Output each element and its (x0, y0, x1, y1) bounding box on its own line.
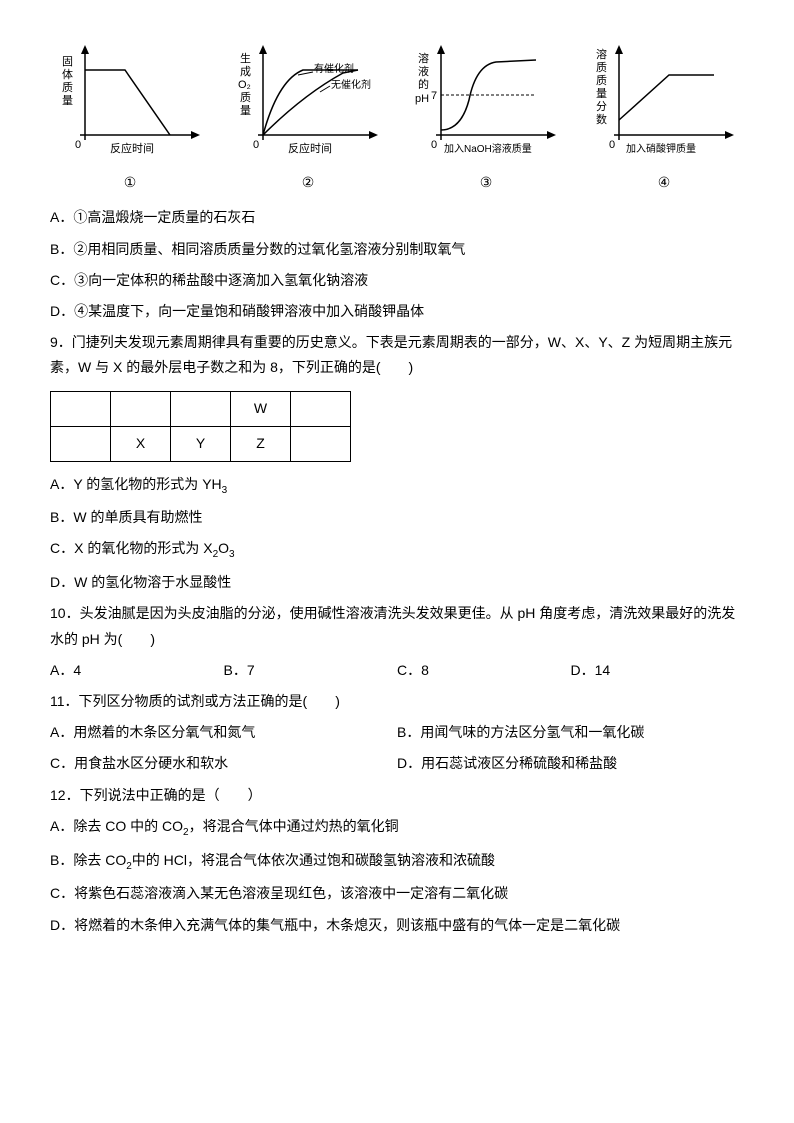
charts-row: 固 体 质 量 0 反应时间 ① 有催化剂 无催化剂 生 成 O₂ 质 量 0 (50, 40, 744, 195)
chart2-xlabel: 反应时间 (288, 141, 332, 155)
q10-options: A．4 B．7 C．8 D．14 (50, 658, 744, 683)
chart-4: 溶 质 质 量 分 数 0 加入硝酸钾质量 ④ (584, 40, 744, 195)
svg-text:分: 分 (596, 100, 607, 113)
q9-stem: 9．门捷列夫发现元素周期律具有重要的历史意义。下表是元素周期表的一部分，W、X、… (50, 330, 744, 380)
q10-optB: B．7 (224, 658, 398, 683)
q11-row2: C．用食盐水区分硬水和软水 D．用石蕊试液区分稀硫酸和稀盐酸 (50, 751, 744, 776)
svg-text:液: 液 (418, 64, 429, 78)
chart-1-svg: 固 体 质 量 0 反应时间 (50, 40, 210, 160)
chart-1: 固 体 质 量 0 反应时间 ① (50, 40, 210, 195)
svg-text:0: 0 (253, 139, 259, 151)
chart4-xlabel: 加入硝酸钾质量 (626, 142, 696, 155)
chart-3: 溶 液 的 pH 7 0 加入NaOH溶液质量 ③ (406, 40, 566, 195)
q10-stem: 10．头发油腻是因为头皮油脂的分泌，使用碱性溶液清洗头发效果更佳。从 pH 角度… (50, 601, 744, 651)
chart-2-num: ② (228, 170, 388, 195)
chart2-label1: 有催化剂 (314, 62, 354, 75)
chart-1-num: ① (50, 170, 210, 195)
chart-4-svg: 溶 质 质 量 分 数 0 加入硝酸钾质量 (584, 40, 744, 160)
chart1-xlabel: 反应时间 (110, 141, 154, 155)
q11-row1: A．用燃着的木条区分氧气和氮气 B．用闻气味的方法区分氢气和一氧化碳 (50, 720, 744, 745)
svg-text:的: 的 (418, 77, 429, 91)
svg-text:溶: 溶 (596, 47, 607, 61)
q12-optA: A．除去 CO 中的 CO2，将混合气体中通过灼热的氧化铜 (50, 814, 744, 842)
chart-4-num: ④ (584, 170, 744, 195)
svg-text:质: 质 (596, 61, 607, 74)
table-row: X Y Z (51, 426, 351, 461)
svg-text:量: 量 (62, 94, 73, 107)
q10-optA: A．4 (50, 658, 224, 683)
periodic-table: W X Y Z (50, 391, 351, 462)
q12-optC: C．将紫色石蕊溶液滴入某无色溶液呈现红色，该溶液中一定溶有二氧化碳 (50, 881, 744, 906)
q10-optC: C．8 (397, 658, 571, 683)
svg-text:溶: 溶 (418, 51, 429, 65)
chart3-tick: 7 (431, 90, 437, 102)
q8-optA: A．①高温煅烧一定质量的石灰石 (50, 205, 744, 230)
q9-optC: C．X 的氧化物的形式为 X2O3 (50, 536, 744, 564)
q12-stem: 12．下列说法中正确的是（ ） (50, 783, 744, 808)
chart-3-num: ③ (406, 170, 566, 195)
q10-optD: D．14 (571, 658, 745, 683)
chart-2: 有催化剂 无催化剂 生 成 O₂ 质 量 0 反应时间 ② (228, 40, 388, 195)
chart2-label2: 无催化剂 (331, 78, 371, 91)
svg-text:0: 0 (431, 139, 437, 151)
cell-Y: Y (171, 426, 231, 461)
chart-3-svg: 溶 液 的 pH 7 0 加入NaOH溶液质量 (406, 40, 566, 160)
q11-optB: B．用闻气味的方法区分氢气和一氧化碳 (397, 720, 744, 745)
q9-optA: A．Y 的氢化物的形式为 YH3 (50, 472, 744, 500)
q11-optC: C．用食盐水区分硬水和软水 (50, 751, 397, 776)
cell-X: X (111, 426, 171, 461)
q8-optC: C．③向一定体积的稀盐酸中逐滴加入氢氧化钠溶液 (50, 268, 744, 293)
svg-text:量: 量 (240, 104, 251, 117)
svg-text:质: 质 (240, 91, 251, 104)
q12-optD: D．将燃着的木条伸入充满气体的集气瓶中，木条熄灭，则该瓶中盛有的气体一定是二氧化… (50, 913, 744, 938)
svg-text:体: 体 (62, 67, 73, 81)
q12-optB: B．除去 CO2中的 HCl，将混合气体依次通过饱和碳酸氢钠溶液和浓硫酸 (50, 848, 744, 876)
cell-Z: Z (231, 426, 291, 461)
q11-optA: A．用燃着的木条区分氧气和氮气 (50, 720, 397, 745)
table-row: W (51, 391, 351, 426)
cell-W: W (231, 391, 291, 426)
svg-text:0: 0 (609, 139, 615, 151)
q11-stem: 11．下列区分物质的试剂或方法正确的是( ) (50, 689, 744, 714)
chart1-ylabel: 固 (62, 55, 73, 68)
q9-optB: B．W 的单质具有助燃性 (50, 505, 744, 530)
q8-optB: B．②用相同质量、相同溶质质量分数的过氧化氢溶液分别制取氧气 (50, 237, 744, 262)
svg-text:O₂: O₂ (238, 79, 251, 91)
chart3-xlabel: 加入NaOH溶液质量 (444, 142, 532, 155)
q11-optD: D．用石蕊试液区分稀硫酸和稀盐酸 (397, 751, 744, 776)
svg-text:数: 数 (596, 113, 607, 126)
q9-optD: D．W 的氢化物溶于水显酸性 (50, 570, 744, 595)
svg-text:0: 0 (75, 139, 81, 151)
svg-text:质: 质 (62, 81, 73, 94)
chart-2-svg: 有催化剂 无催化剂 生 成 O₂ 质 量 0 反应时间 (228, 40, 388, 160)
svg-text:量: 量 (596, 87, 607, 100)
q8-optD: D．④某温度下，向一定量饱和硝酸钾溶液中加入硝酸钾晶体 (50, 299, 744, 324)
svg-text:成: 成 (240, 65, 251, 78)
svg-text:生: 生 (240, 51, 251, 65)
svg-text:质: 质 (596, 74, 607, 87)
svg-text:pH: pH (415, 93, 429, 105)
